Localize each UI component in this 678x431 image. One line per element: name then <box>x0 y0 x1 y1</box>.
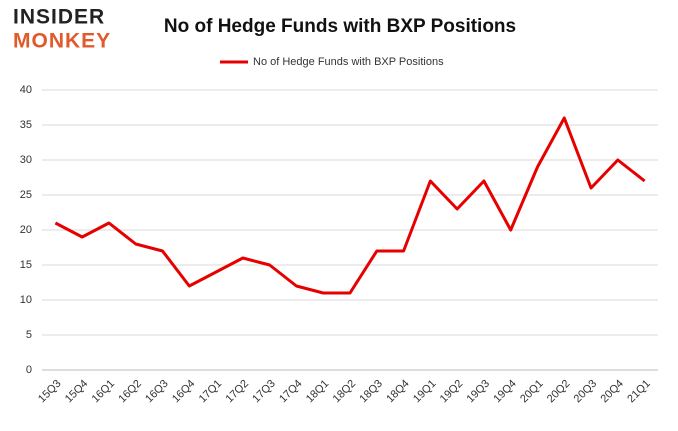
y-tick-label: 10 <box>20 294 32 306</box>
y-tick-label: 15 <box>20 259 32 271</box>
y-tick-label: 40 <box>20 84 32 96</box>
y-tick-label: 30 <box>20 154 32 166</box>
y-tick-label: 20 <box>20 224 32 236</box>
logo-bottom: MONKEY <box>13 30 111 53</box>
chart-title: No of Hedge Funds with BXP Positions <box>164 16 516 37</box>
legend-label: No of Hedge Funds with BXP Positions <box>253 56 444 68</box>
y-tick-label: 5 <box>26 329 32 341</box>
y-tick-label: 0 <box>26 364 32 376</box>
y-tick-label: 25 <box>20 189 32 201</box>
data-line <box>54 116 646 295</box>
logo-top: INSIDER <box>13 6 105 29</box>
y-tick-label: 35 <box>20 119 32 131</box>
